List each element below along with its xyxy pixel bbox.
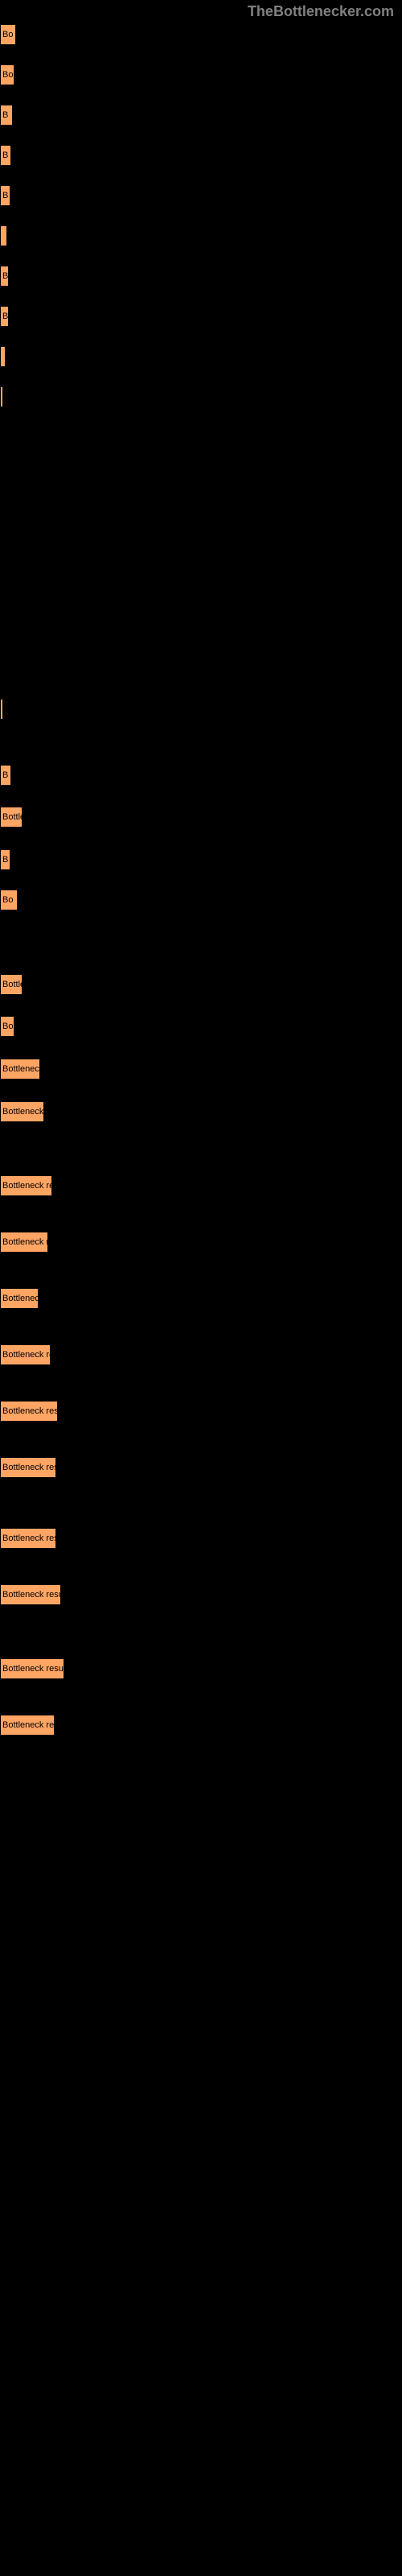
bar [0,699,3,720]
bar: B [0,105,13,126]
bar-row: Bottleneck resu [0,1528,56,1549]
bar: Bottleneck r [0,1232,48,1253]
bar: B [0,765,11,786]
bar-row: B [0,306,9,327]
bar-row: B [0,266,9,287]
bar: Bo [0,1016,14,1037]
bar: Bo [0,890,18,910]
bar-row: Bo [0,1016,14,1037]
bar: B [0,185,10,206]
bar-row [0,386,3,407]
bar: Bottleneck res [0,1175,52,1196]
bar-row: Bottleneck resu [0,1457,56,1478]
bar: Bottleneck resu [0,1528,56,1549]
bar-row: Bottle [0,974,23,995]
bar: Bottlenec [0,1288,39,1309]
bar-row: Bottle [0,807,23,828]
bar-row: Bo [0,890,18,910]
bar: Bottleneck [0,1101,44,1122]
bar: Bo [0,24,16,45]
bar [0,386,3,407]
bar-row: Bo [0,24,16,45]
bar [0,225,7,246]
bar: Bottleneck result [0,1658,64,1679]
bar-row: B [0,849,10,870]
bar-row [0,699,3,720]
bar-row: B [0,185,10,206]
bar-row: Bottlenec [0,1288,39,1309]
bar: Bottleneck [0,1059,40,1080]
bar-row: Bottleneck res [0,1715,55,1736]
watermark-text: TheBottlenecker.com [248,3,394,20]
bar-row: Bottleneck result [0,1584,61,1605]
bar: Bottleneck resu [0,1457,56,1478]
bar: Bottleneck result [0,1584,61,1605]
bar-row: Bo [0,64,14,85]
bar-row [0,225,7,246]
bar: Bottle [0,807,23,828]
bar-row: Bottleneck r [0,1232,48,1253]
bar: Bottle [0,974,23,995]
bar-row: B [0,145,11,166]
bar-row: Bottleneck result [0,1658,64,1679]
bar-row: B [0,105,13,126]
bar-row: Bottleneck [0,1059,40,1080]
bar-row: Bottleneck res [0,1175,52,1196]
bar-row [0,346,6,367]
bar-row: B [0,765,11,786]
bar: B [0,145,11,166]
bar: B [0,266,9,287]
bar: Bottleneck re [0,1344,51,1365]
bar: Bo [0,64,14,85]
bar-row: Bottleneck [0,1101,44,1122]
bar-row: Bottleneck re [0,1344,51,1365]
bar: Bottleneck res [0,1715,55,1736]
bar-row: Bottleneck resul [0,1401,58,1422]
bar: B [0,306,9,327]
bar: B [0,849,10,870]
bar [0,346,6,367]
bar: Bottleneck resul [0,1401,58,1422]
